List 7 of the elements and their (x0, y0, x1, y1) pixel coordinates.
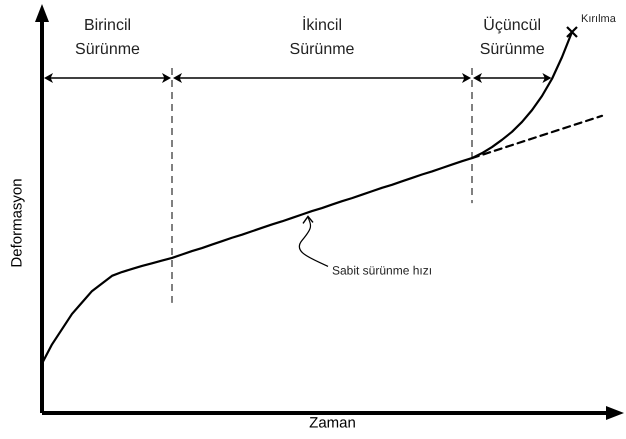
annotation: Üçüncül Sürünme (480, 16, 545, 58)
x-axis-title: Zaman (309, 414, 356, 432)
y-axis-title: Deformasyon (8, 178, 26, 268)
annotation: İkincil Sürünme (290, 16, 355, 58)
annotation: Sabit sürünme hızı (332, 263, 432, 278)
annotation: Birincil Sürünme (75, 17, 140, 58)
text: Kırılma (581, 13, 617, 25)
